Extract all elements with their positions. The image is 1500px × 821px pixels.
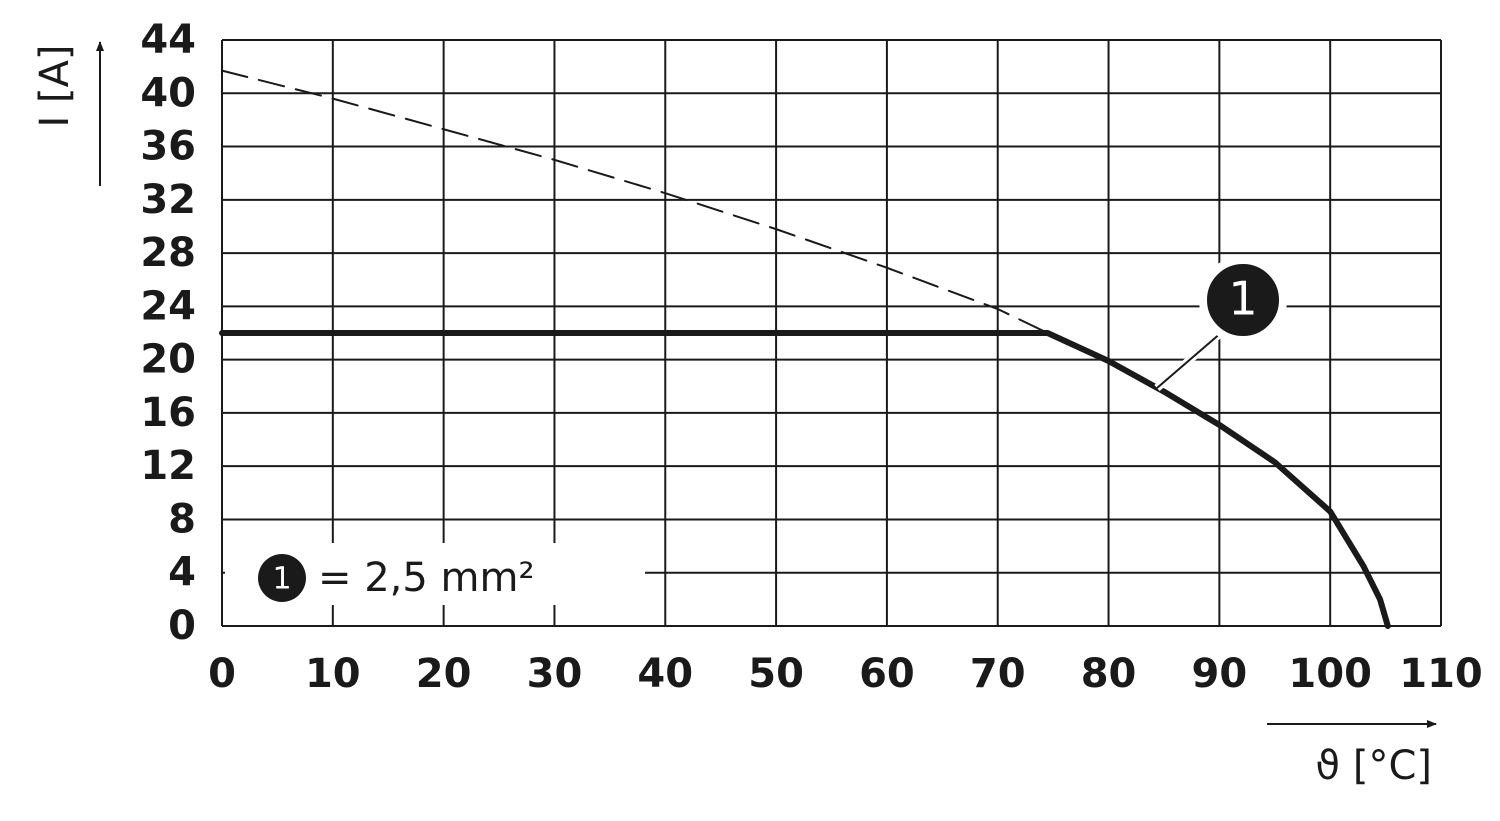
x-tick-label: 80 <box>1081 651 1137 697</box>
y-tick-label: 36 <box>140 124 196 170</box>
x-axis-label: ϑ [°C] <box>1315 743 1432 789</box>
x-tick-label: 70 <box>970 651 1026 697</box>
y-tick-label: 24 <box>140 283 196 329</box>
overlay: 1 = 2,5 mm² 1 I [A] ϑ [°C] <box>32 41 1437 789</box>
x-tick-label: 20 <box>416 651 472 697</box>
lines <box>219 69 1391 629</box>
annotation-label: 1 <box>1228 272 1257 326</box>
legend-marker-label: 1 <box>272 562 291 597</box>
x-tick-label: 10 <box>305 651 361 697</box>
x-tick-label: 110 <box>1399 651 1483 697</box>
x-tick-label: 0 <box>208 651 236 697</box>
legend-text: = 2,5 mm² <box>318 555 535 601</box>
y-tick-label: 28 <box>140 230 196 276</box>
x-tick-label: 30 <box>527 651 583 697</box>
y-tick-label: 20 <box>140 337 196 383</box>
y-tick-label: 44 <box>140 17 196 63</box>
y-tick-label: 32 <box>140 177 196 223</box>
x-tick-label: 60 <box>859 651 915 697</box>
y-axis-label: I [A] <box>32 44 78 127</box>
x-tick-label: 90 <box>1192 651 1248 697</box>
x-tick-label: 100 <box>1288 651 1372 697</box>
y-tick-label: 8 <box>168 496 196 542</box>
y-tick-label: 4 <box>168 550 196 596</box>
y-tick-label: 16 <box>140 390 196 436</box>
annotation-marker <box>1199 256 1287 344</box>
x-tick-label: 50 <box>748 651 804 697</box>
reference-line <box>221 69 1049 334</box>
legend-marker <box>258 554 306 602</box>
x-tick-label: 40 <box>637 651 693 697</box>
leader-line <box>1156 331 1223 389</box>
y-tick-label: 40 <box>140 70 196 116</box>
derating-curve <box>219 330 1391 629</box>
y-tick-label: 12 <box>140 443 196 489</box>
grid: 0 4 8 12 16 20 24 28 32 36 40 44 0 10 20 30 40 50 60 70 80 90… <box>140 17 1482 697</box>
y-tick-label: 0 <box>168 603 196 649</box>
